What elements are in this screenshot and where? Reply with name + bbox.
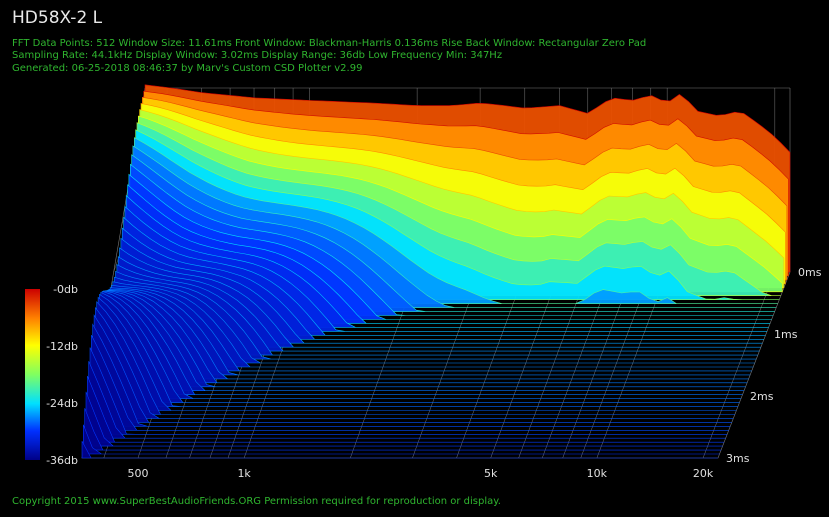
time-tick-label: 1ms [774, 328, 798, 341]
grid-line-floor [518, 271, 589, 459]
grid-line-floor [702, 271, 776, 459]
waterfall-slice [92, 323, 731, 427]
color-scale-labels: -0db -12db -24db -36db [46, 283, 78, 467]
time-tick-label: 0ms [798, 266, 822, 279]
copyright-notice: Copyright 2015 www.SuperBestAudioFriends… [12, 496, 501, 507]
waterfall-slice [93, 314, 732, 423]
info-line-generated: Generated: 06-25-2018 08:46:37 by Marv's… [12, 63, 363, 74]
frequency-axis-labels: 500 1k 5k 10k 20k [127, 467, 713, 480]
info-line-sampling: Sampling Rate: 44.1kHz Display Window: 3… [12, 50, 503, 61]
waterfall-slices [81, 84, 791, 459]
frequency-tick-label: 5k [484, 467, 498, 480]
waterfall-slice [95, 306, 734, 419]
waterfall-slice [91, 334, 729, 431]
waterfall-slice [96, 301, 735, 415]
waterfall-slice [97, 296, 737, 411]
info-line-fft: FFT Data Points: 512 Window Size: 11.61m… [12, 38, 647, 49]
grid-line-floor [456, 271, 526, 459]
time-tick-label: 3ms [726, 452, 750, 465]
color-scale-bar [25, 289, 40, 460]
chart-title: HD58X-2 L [12, 8, 103, 28]
waterfall-slice [84, 408, 722, 451]
grid-line-floor [490, 271, 560, 459]
color-scale-label: -12db [46, 340, 78, 353]
frequency-tick-label: 20k [693, 467, 714, 480]
color-scale-label: -0db [53, 283, 78, 296]
color-scale-label: -24db [46, 397, 78, 410]
frequency-tick-label: 10k [587, 467, 608, 480]
waterfall-slice [121, 227, 764, 340]
waterfall-slice [87, 375, 725, 443]
waterfall-slice [88, 361, 726, 439]
waterfall-slice [83, 424, 720, 455]
waterfall-slice [99, 293, 738, 407]
frequency-tick-label: 1k [237, 467, 251, 480]
waterfall-slice [85, 391, 723, 447]
time-axis-labels: 0ms 1ms 2ms 3ms [726, 266, 822, 465]
frequency-tick-label: 500 [127, 467, 148, 480]
color-scale-label: -36db [46, 454, 78, 467]
waterfall-slice [89, 347, 728, 435]
waterfall-slice [81, 440, 718, 459]
time-tick-label: 2ms [750, 390, 774, 403]
